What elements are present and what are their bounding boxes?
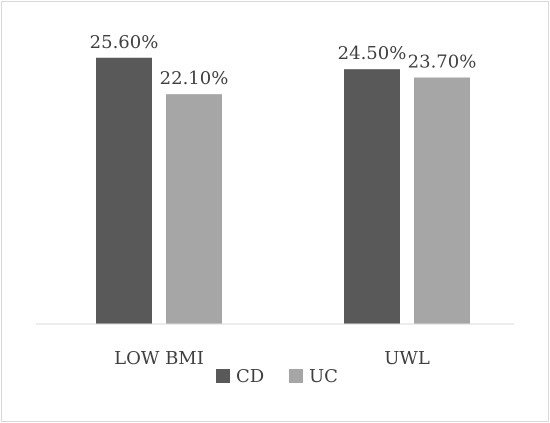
data-label-uc-uwl: 23.70%: [408, 52, 477, 73]
data-label-cd-uwl: 24.50%: [338, 43, 407, 64]
data-labels-group: 25.60%22.10% 24.50% 23.70%: [90, 32, 477, 89]
bar-uc-uwl: [414, 77, 470, 325]
legend-item-cd: CD: [216, 366, 264, 387]
bar-uc-low-bmi: [166, 94, 222, 324]
bar-cd-low-bmi: [96, 57, 152, 324]
category-label-uwl: UWL: [384, 348, 430, 369]
legend-label-uc: UC: [309, 366, 338, 387]
legend-swatch-cd: [216, 369, 230, 383]
bars-group: [96, 57, 470, 325]
category-label-low-bmi: LOW BMI: [114, 348, 204, 369]
legend-label-cd: CD: [236, 366, 264, 387]
legend: CD UC: [216, 366, 338, 387]
data-label-cd-low-bmi: 25.60%: [90, 32, 159, 53]
category-labels-group: LOW BMI UWL: [114, 348, 430, 369]
data-label-uc-low-bmi: 22.10%: [160, 68, 229, 89]
bar-cd-uwl: [344, 69, 400, 324]
legend-swatch-uc: [289, 369, 303, 383]
legend-item-uc: UC: [289, 366, 338, 387]
